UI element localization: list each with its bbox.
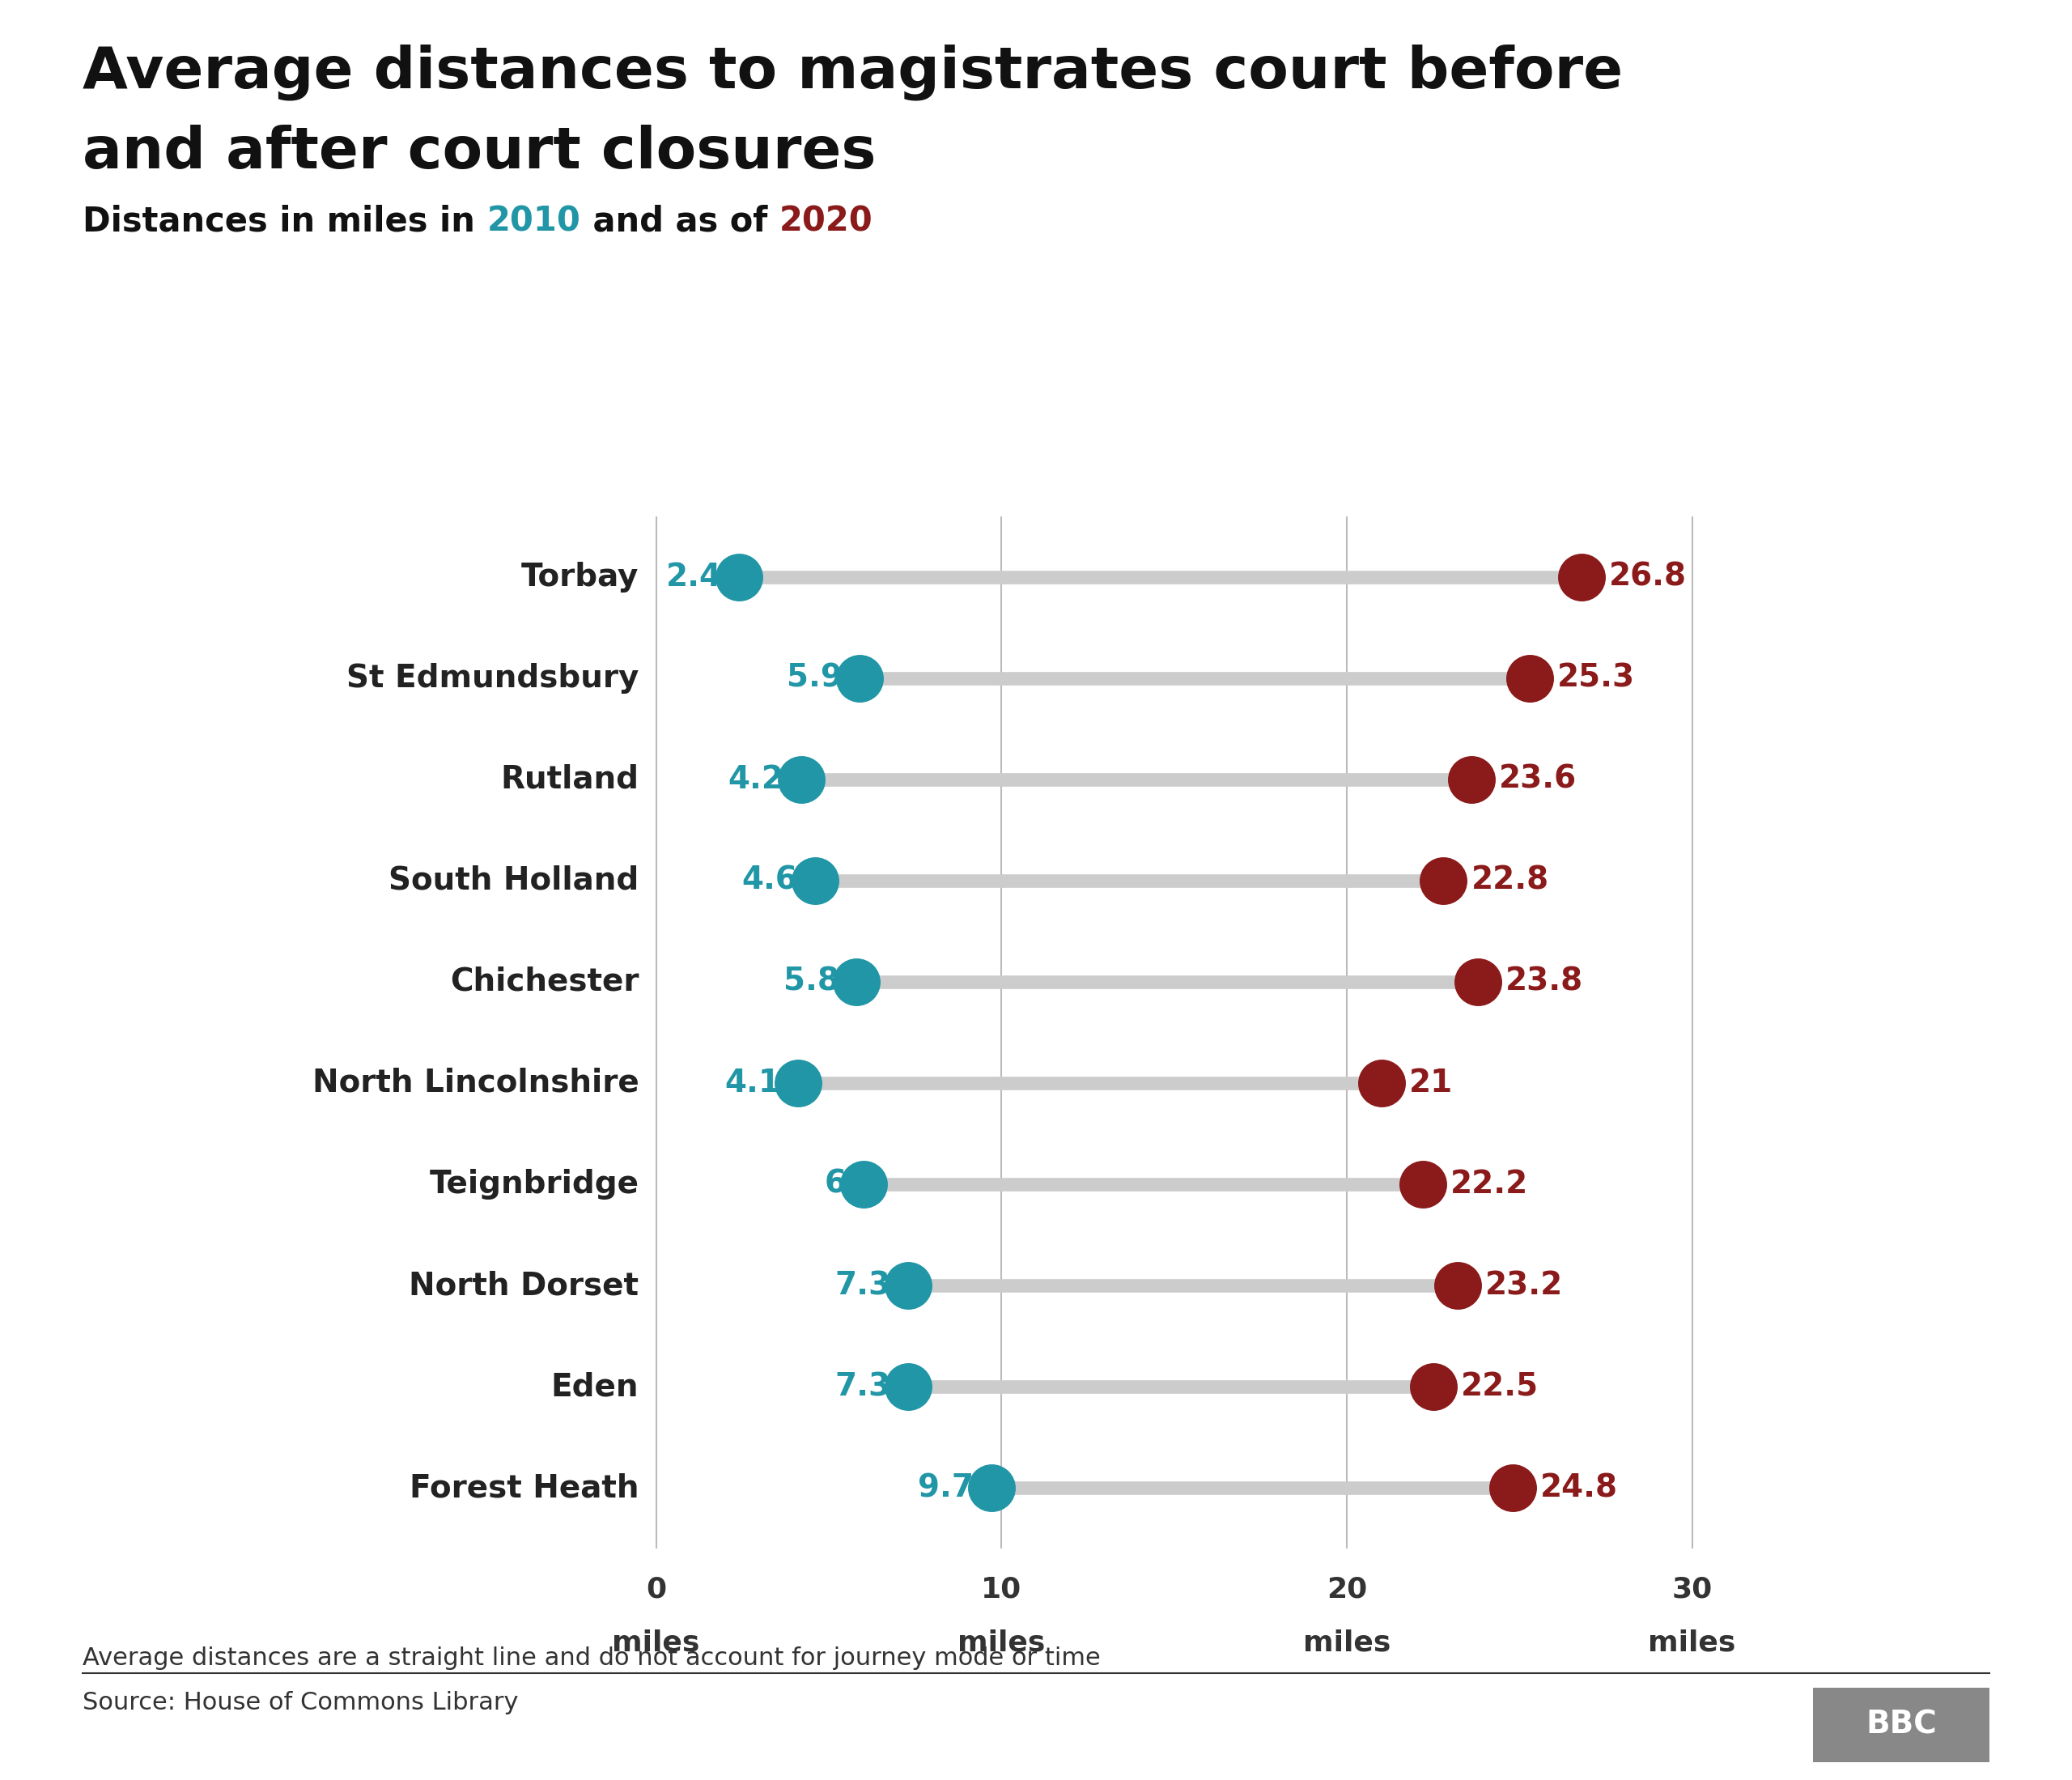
Text: 24.8: 24.8 bbox=[1539, 1472, 1618, 1504]
Text: 5.9: 5.9 bbox=[787, 662, 843, 694]
Text: 4.1: 4.1 bbox=[725, 1068, 781, 1098]
Point bbox=[1461, 968, 1494, 997]
Text: and after court closures: and after court closures bbox=[83, 125, 876, 180]
Point bbox=[839, 968, 872, 997]
Text: 2020: 2020 bbox=[779, 205, 872, 239]
Text: 21: 21 bbox=[1409, 1068, 1452, 1098]
Point bbox=[1513, 664, 1546, 692]
Point bbox=[781, 1068, 814, 1096]
Text: 2010: 2010 bbox=[487, 205, 580, 239]
Text: 0: 0 bbox=[646, 1575, 667, 1602]
Point bbox=[891, 1372, 924, 1401]
Text: Teignbridge: Teignbridge bbox=[429, 1169, 638, 1200]
Text: BBC: BBC bbox=[1865, 1709, 1937, 1741]
Text: Average distances to magistrates court before: Average distances to magistrates court b… bbox=[83, 44, 1622, 101]
Text: Torbay: Torbay bbox=[522, 561, 638, 593]
Point bbox=[1440, 1271, 1473, 1299]
Text: miles: miles bbox=[611, 1629, 700, 1655]
Text: Distances in miles in: Distances in miles in bbox=[83, 205, 487, 239]
Text: Chichester: Chichester bbox=[450, 967, 638, 997]
Text: North Lincolnshire: North Lincolnshire bbox=[313, 1068, 638, 1098]
Text: 23.6: 23.6 bbox=[1498, 764, 1577, 794]
Point bbox=[847, 1169, 881, 1198]
Text: 22.2: 22.2 bbox=[1450, 1169, 1529, 1200]
Text: 10: 10 bbox=[982, 1575, 1021, 1602]
Text: 25.3: 25.3 bbox=[1558, 662, 1635, 694]
Text: miles: miles bbox=[1647, 1629, 1736, 1655]
Point bbox=[1428, 867, 1461, 895]
Text: 23.8: 23.8 bbox=[1506, 967, 1583, 997]
Text: 4.6: 4.6 bbox=[742, 865, 798, 895]
Text: Forest Heath: Forest Heath bbox=[410, 1472, 638, 1504]
Text: 23.2: 23.2 bbox=[1486, 1271, 1562, 1301]
Text: 7.3: 7.3 bbox=[835, 1371, 891, 1403]
Text: miles: miles bbox=[957, 1629, 1046, 1655]
Text: 30: 30 bbox=[1672, 1575, 1711, 1602]
Point bbox=[1417, 1372, 1450, 1401]
Text: South Holland: South Holland bbox=[390, 865, 638, 895]
Text: Source: House of Commons Library: Source: House of Commons Library bbox=[83, 1691, 518, 1714]
Text: St Edmundsbury: St Edmundsbury bbox=[346, 662, 638, 694]
Text: Eden: Eden bbox=[551, 1371, 638, 1403]
Text: 6: 6 bbox=[825, 1169, 845, 1200]
Point bbox=[798, 867, 831, 895]
Point bbox=[974, 1474, 1007, 1502]
Point bbox=[891, 1271, 924, 1299]
Text: 7.3: 7.3 bbox=[835, 1271, 891, 1301]
Point bbox=[1564, 562, 1598, 591]
Text: Average distances are a straight line and do not account for journey mode or tim: Average distances are a straight line an… bbox=[83, 1646, 1100, 1670]
Text: Rutland: Rutland bbox=[501, 764, 638, 794]
Point bbox=[785, 765, 818, 794]
Point bbox=[1496, 1474, 1529, 1502]
Point bbox=[1455, 765, 1488, 794]
Point bbox=[1407, 1169, 1440, 1198]
Text: North Dorset: North Dorset bbox=[408, 1271, 638, 1301]
Text: miles: miles bbox=[1303, 1629, 1390, 1655]
Text: 22.8: 22.8 bbox=[1471, 865, 1550, 895]
Text: 22.5: 22.5 bbox=[1461, 1371, 1539, 1403]
Point bbox=[843, 664, 876, 692]
Point bbox=[723, 562, 756, 591]
Text: 26.8: 26.8 bbox=[1610, 561, 1687, 593]
Text: 9.7: 9.7 bbox=[918, 1472, 974, 1504]
Point bbox=[1365, 1068, 1399, 1096]
Text: 2.4: 2.4 bbox=[665, 561, 721, 593]
Text: 4.2: 4.2 bbox=[727, 764, 783, 794]
Text: 20: 20 bbox=[1326, 1575, 1368, 1602]
Text: and as of: and as of bbox=[580, 205, 779, 239]
Text: 5.8: 5.8 bbox=[783, 967, 839, 997]
